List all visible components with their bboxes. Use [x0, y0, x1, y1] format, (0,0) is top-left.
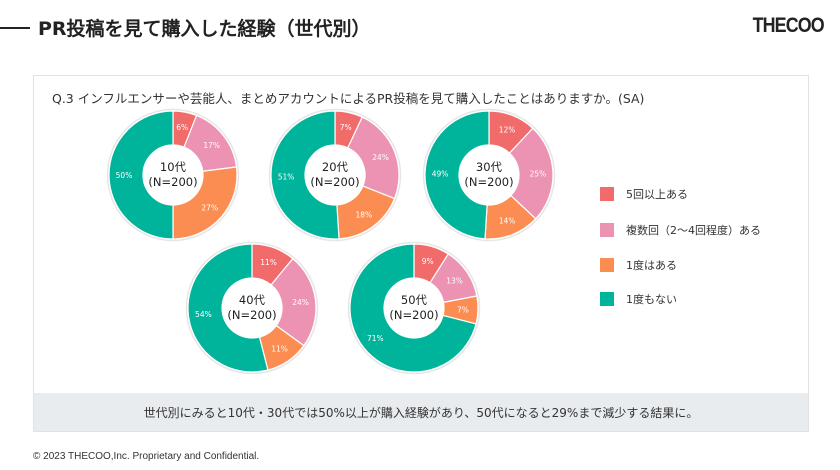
slice-label: 9% — [422, 257, 434, 266]
donut-outline — [106, 108, 240, 242]
slice-label: 51% — [278, 173, 295, 182]
title-rule — [0, 27, 30, 29]
slice-label: 24% — [372, 153, 389, 162]
donut-center-age: 20代 — [322, 160, 349, 174]
summary-text: 世代別にみると10代・30代では50%以上が購入経験があり、50代になると29%… — [34, 393, 808, 431]
slice-label: 7% — [457, 306, 469, 315]
slice-label: 71% — [367, 334, 384, 343]
legend-item: 5回以上ある — [600, 186, 688, 202]
slice-label: 13% — [446, 276, 463, 285]
legend-label: 1度はある — [626, 259, 677, 272]
donut-center-age: 10代 — [160, 160, 187, 174]
slice-label: 11% — [271, 345, 288, 354]
donut-slice — [424, 110, 490, 240]
slice-label: 24% — [292, 298, 309, 307]
slice-label: 27% — [201, 203, 218, 212]
donut-center-age: 30代 — [476, 160, 503, 174]
legend-item: 複数回（2〜4回程度）ある — [600, 222, 761, 238]
legend-swatch — [600, 258, 614, 272]
page-title: PR投稿を見て購入した経験（世代別） — [38, 18, 371, 40]
slice-label: 12% — [499, 125, 516, 134]
legend-item: 1度もない — [600, 291, 677, 307]
donut-center-n: (N=200) — [389, 308, 438, 322]
donut-center-n: (N=200) — [227, 308, 276, 322]
slice-label: 50% — [116, 171, 133, 180]
donut-slice — [346, 116, 400, 200]
slice-label: 49% — [432, 169, 449, 178]
donut-outline — [268, 108, 402, 242]
legend-swatch — [600, 292, 614, 306]
donut-outline — [347, 241, 481, 375]
slice-label: 18% — [355, 211, 372, 220]
slice-label: 14% — [499, 217, 516, 226]
donut-slice — [270, 257, 317, 347]
donut-slice — [187, 243, 269, 373]
donut-center-n: (N=200) — [310, 175, 359, 189]
donut-slice — [172, 166, 238, 240]
slice-label: 25% — [530, 169, 547, 178]
donut-center-n: (N=200) — [148, 175, 197, 189]
donut-slice — [270, 110, 340, 240]
donut-outline — [185, 241, 319, 375]
legend-label: 複数回（2〜4回程度）ある — [626, 224, 761, 237]
legend-item: 1度はある — [600, 257, 677, 273]
copyright-footer: © 2023 THECOO,Inc. Proprietary and Confi… — [33, 451, 260, 462]
slice-label: 11% — [260, 258, 277, 267]
donut-slice — [349, 243, 477, 373]
legend-swatch — [600, 187, 614, 201]
donut-slice — [508, 127, 554, 220]
donut-outline — [422, 108, 556, 242]
donut-center-age: 50代 — [401, 293, 428, 307]
slice-label: 6% — [176, 123, 188, 132]
legend-label: 1度もない — [626, 293, 677, 306]
donut-center-age: 40代 — [239, 293, 266, 307]
slice-label: 7% — [340, 123, 352, 132]
legend-label: 5回以上ある — [626, 188, 688, 201]
legend-swatch — [600, 223, 614, 237]
donut-center-n: (N=200) — [464, 175, 513, 189]
question-text: Q.3 インフルエンサーや芸能人、まとめアカウントによるPR投稿を見て購入したこ… — [52, 91, 645, 106]
slice-label: 17% — [203, 141, 220, 150]
logo: THECOO — [752, 14, 825, 37]
slice-label: 54% — [195, 310, 212, 319]
donut-slice — [108, 110, 174, 240]
